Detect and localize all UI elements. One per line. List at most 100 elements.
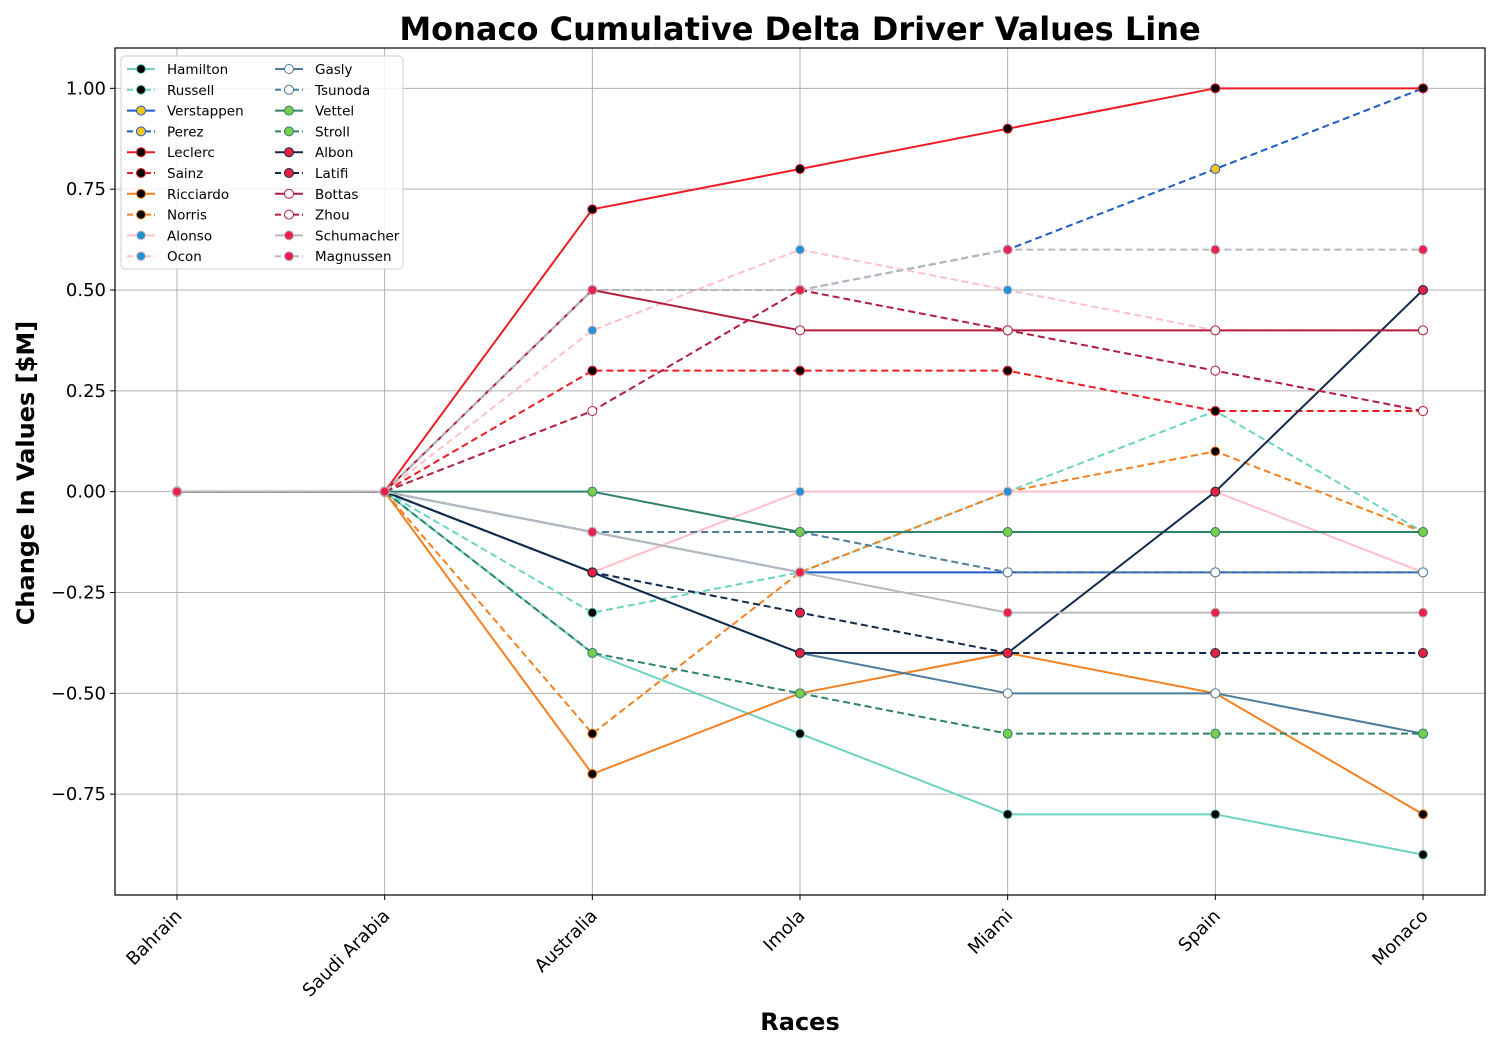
data-point — [1418, 406, 1428, 416]
legend-swatch-marker — [284, 168, 294, 178]
data-point — [587, 365, 598, 376]
y-tick-label: 0.75 — [66, 179, 106, 200]
x-tick-label: Spain — [1174, 906, 1224, 956]
legend-item: Ocon — [127, 249, 202, 265]
legend-label: Norris — [167, 208, 207, 224]
data-point — [795, 527, 805, 537]
data-point — [587, 648, 598, 658]
data-point — [1418, 244, 1428, 255]
data-point — [587, 285, 598, 295]
data-point — [379, 486, 390, 497]
data-point — [795, 486, 805, 497]
y-tick-label: 0.00 — [66, 482, 106, 503]
legend-swatch-marker — [136, 168, 146, 178]
data-point — [1002, 728, 1013, 739]
y-tick-label: −0.25 — [51, 583, 106, 604]
legend-swatch-marker — [136, 126, 146, 137]
legend-swatch-marker — [284, 209, 294, 220]
data-point — [1210, 406, 1221, 416]
data-point — [1418, 83, 1428, 94]
x-tick-label: Imola — [759, 906, 809, 956]
legend-item: Albon — [275, 145, 353, 161]
legend-label: Tsunoda — [314, 83, 370, 99]
legend-swatch-marker — [136, 251, 146, 262]
legend-swatch-marker — [136, 64, 146, 74]
legend-swatch-marker — [284, 188, 294, 199]
legend-swatch-marker — [284, 84, 294, 95]
data-point — [1210, 365, 1221, 376]
legend-label: Stroll — [315, 124, 350, 140]
y-tick-label: −0.50 — [51, 683, 106, 704]
legend-item: Sainz — [127, 166, 203, 182]
legend-label: Vettel — [315, 104, 354, 120]
data-point — [1210, 567, 1221, 578]
legend-label: Alonso — [167, 228, 212, 244]
data-point — [1002, 809, 1013, 820]
chart-title: Monaco Cumulative Delta Driver Values Li… — [399, 10, 1200, 48]
data-point — [587, 486, 598, 497]
legend-label: Gasly — [315, 62, 353, 78]
legend-swatch-marker — [284, 147, 294, 158]
data-point — [587, 728, 598, 739]
legend-label: Leclerc — [167, 145, 215, 161]
data-point — [1210, 446, 1221, 457]
legend-label: Sainz — [167, 166, 203, 182]
data-point — [1002, 325, 1013, 336]
legend-swatch-marker — [136, 105, 146, 116]
data-point — [587, 204, 598, 215]
legend-label: Verstappen — [167, 104, 244, 120]
data-point — [1002, 607, 1013, 618]
data-point — [1418, 567, 1428, 578]
data-point — [1210, 688, 1221, 699]
legend-swatch-marker — [136, 147, 146, 158]
data-point — [1002, 688, 1013, 699]
data-point — [795, 325, 805, 336]
data-point — [795, 728, 805, 739]
legend-swatch-marker — [136, 230, 146, 241]
data-point — [795, 164, 805, 174]
legend-item: Verstappen — [127, 104, 244, 120]
legend-item: Perez — [127, 124, 204, 140]
legend-swatch-marker — [284, 230, 294, 241]
data-point — [172, 486, 182, 497]
data-point — [1210, 728, 1221, 739]
data-point — [1210, 648, 1221, 658]
data-point — [1210, 244, 1221, 255]
legend-swatch-marker — [284, 126, 294, 137]
legend-item: Bottas — [275, 187, 358, 203]
legend-label: Russell — [167, 83, 214, 99]
legend-swatch-marker — [284, 105, 294, 116]
data-point — [1002, 123, 1013, 134]
x-tick-label: Monaco — [1368, 906, 1432, 970]
legend-item: Tsunoda — [275, 83, 370, 99]
data-point — [1002, 285, 1013, 295]
legend-label: Perez — [167, 124, 204, 140]
series-layer — [172, 83, 1428, 860]
data-point — [1418, 648, 1428, 658]
legend-item: Vettel — [275, 104, 354, 120]
legend-item: Leclerc — [127, 145, 215, 161]
legend-item: Ricciardo — [127, 187, 229, 203]
data-point — [1002, 365, 1013, 376]
data-point — [795, 567, 805, 578]
data-point — [587, 567, 598, 578]
legend-item: Norris — [127, 208, 207, 224]
legend-swatch-marker — [284, 64, 294, 74]
data-point — [1210, 486, 1221, 497]
y-tick-label: 1.00 — [66, 78, 106, 99]
data-point — [1210, 809, 1221, 820]
y-tick-label: 0.25 — [66, 381, 106, 402]
data-point — [795, 285, 805, 295]
data-point — [587, 325, 598, 336]
x-tick-label: Miami — [964, 906, 1017, 959]
legend-item: Russell — [127, 83, 214, 99]
data-point — [1418, 607, 1428, 618]
data-point — [587, 769, 598, 779]
legend-item: Zhou — [275, 208, 350, 224]
data-point — [795, 244, 805, 255]
legend-item: Alonso — [127, 228, 212, 244]
x-tick-label: Australia — [531, 906, 602, 977]
data-point — [1418, 728, 1428, 739]
data-point — [1210, 607, 1221, 618]
